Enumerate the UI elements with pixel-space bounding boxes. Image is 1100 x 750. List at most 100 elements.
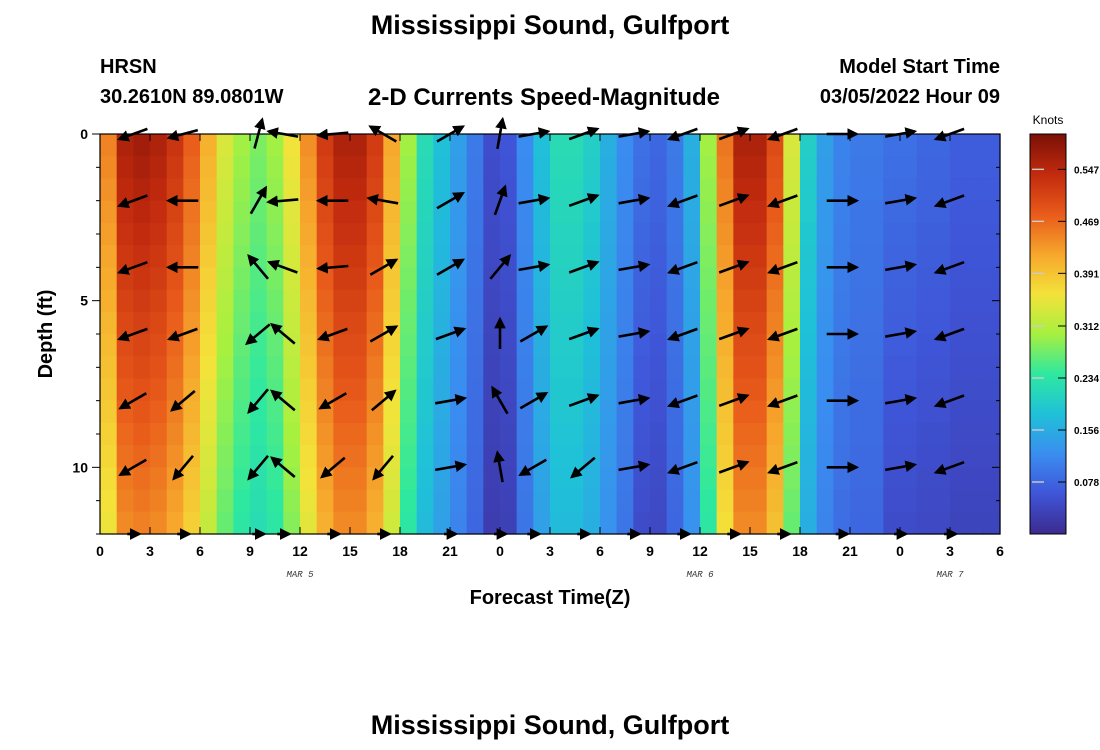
heatmap-cell <box>350 222 368 246</box>
current-vector-arrow <box>117 260 148 275</box>
heatmap-cell <box>450 356 468 380</box>
heatmap-cell <box>783 422 801 446</box>
heatmap-cell <box>666 422 684 446</box>
heatmap-cell <box>266 156 284 180</box>
heatmap-cell <box>883 178 901 202</box>
heatmap-cell <box>800 134 818 157</box>
heatmap-cell <box>966 334 984 357</box>
heatmap-cell <box>983 245 1001 268</box>
heatmap-cell <box>350 334 368 357</box>
heatmap-cell <box>916 356 934 380</box>
heatmap-cell <box>233 222 251 246</box>
heatmap-cell <box>283 178 301 202</box>
heatmap-cell <box>500 267 518 291</box>
current-vector-arrow <box>320 456 346 479</box>
heatmap-cell <box>950 422 968 446</box>
heatmap-cell <box>900 467 918 491</box>
heatmap-cell <box>833 378 851 402</box>
heatmap-cell <box>916 334 934 357</box>
heatmap-cell <box>416 356 434 380</box>
heatmap-cell <box>316 267 334 291</box>
current-vector-arrow <box>116 327 148 342</box>
x-tick-label: 15 <box>742 543 758 559</box>
heatmap-cell <box>550 467 568 491</box>
heatmap-cell <box>516 156 534 180</box>
heatmap-cell <box>700 289 718 313</box>
heatmap-cell <box>900 422 918 446</box>
heatmap-cell <box>816 222 834 246</box>
x-tick-label: 3 <box>946 543 954 559</box>
heatmap-cell <box>816 245 834 268</box>
current-vector-arrow <box>316 327 348 342</box>
heatmap-cell <box>750 267 768 291</box>
heatmap-cell <box>800 467 818 491</box>
heatmap-cell <box>150 311 168 335</box>
heatmap-cell <box>500 200 518 224</box>
heatmap-cell <box>816 467 834 491</box>
heatmap-cell <box>433 422 451 446</box>
heatmap-cell <box>383 489 401 513</box>
heatmap-cell <box>183 200 201 224</box>
heatmap-cell <box>300 445 318 468</box>
heatmap-cell <box>333 267 351 291</box>
heatmap-cell <box>583 489 601 513</box>
heatmap-cell <box>983 311 1001 335</box>
current-vector-arrow <box>249 185 267 215</box>
heatmap-cell <box>283 245 301 268</box>
heatmap-cell <box>716 178 734 202</box>
heatmap-cell <box>316 422 334 446</box>
heatmap-cell <box>900 511 918 535</box>
heatmap-cell <box>916 134 934 157</box>
heatmap-cell <box>850 445 868 468</box>
heatmap-cell <box>366 356 384 380</box>
heatmap-cell <box>283 134 301 157</box>
heatmap-cell <box>866 445 884 468</box>
heatmap-cell <box>700 400 718 424</box>
heatmap-cell <box>750 311 768 335</box>
heatmap-cell <box>916 222 934 246</box>
heatmap-cell <box>816 178 834 202</box>
heatmap-cell <box>433 356 451 380</box>
heatmap-cell <box>983 178 1001 202</box>
heatmap-cell <box>116 378 134 402</box>
heatmap-cell <box>233 200 251 224</box>
heatmap-cell <box>633 422 651 446</box>
current-vector-arrow <box>493 184 508 216</box>
current-vector-arrow <box>933 260 965 275</box>
heatmap-cell <box>866 334 884 357</box>
heatmap-cell <box>816 156 834 180</box>
current-vector-arrow <box>245 323 271 346</box>
heatmap-cell <box>250 245 268 268</box>
heatmap-cell <box>683 422 701 446</box>
heatmap-cell <box>700 445 718 468</box>
heatmap-cell <box>166 245 184 268</box>
heatmap-cell <box>716 378 734 402</box>
heatmap-cell <box>883 134 901 157</box>
heatmap-cell <box>450 267 468 291</box>
current-vector-arrows <box>116 116 965 540</box>
heatmap-cell <box>850 156 868 180</box>
heatmap-cell <box>800 245 818 268</box>
heatmap-cell <box>183 134 201 157</box>
heatmap-cell <box>200 378 218 402</box>
heatmap-cell <box>983 289 1001 313</box>
heatmap-cell <box>416 422 434 446</box>
heatmap-cell <box>450 289 468 313</box>
current-vector-arrow <box>434 393 468 406</box>
heatmap-cell <box>666 489 684 513</box>
heatmap-cell <box>400 156 418 180</box>
heatmap-cell <box>383 200 401 224</box>
heatmap-cell <box>700 356 718 380</box>
heatmap-cell <box>750 422 768 446</box>
heatmap-cell <box>900 334 918 357</box>
heatmap-cell <box>216 378 234 402</box>
heatmap-cell <box>916 422 934 446</box>
colorbar: Knots 0.078 0.156 0.234 0.312 0.391 0.469 0.54… <box>1029 113 1099 535</box>
current-vector-arrow <box>570 456 596 479</box>
heatmap-cell <box>283 289 301 313</box>
heatmap-cell <box>250 311 268 335</box>
heatmap-cell <box>166 356 184 380</box>
current-vector-arrow <box>247 254 269 280</box>
heatmap-cell <box>533 200 551 224</box>
heatmap-cell <box>400 356 418 380</box>
